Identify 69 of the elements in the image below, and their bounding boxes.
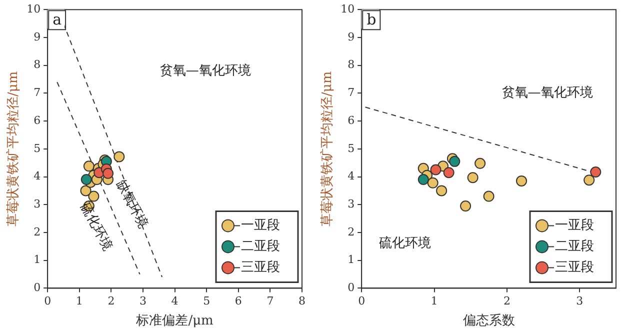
point bbox=[80, 185, 92, 196]
point bbox=[80, 174, 92, 186]
legend-label: 二亚段 bbox=[555, 239, 594, 254]
point bbox=[483, 190, 494, 202]
point bbox=[584, 174, 595, 186]
y-tick-label: 1 bbox=[348, 253, 355, 266]
y-tick-label: 4 bbox=[348, 170, 355, 183]
x-tick-label: 1 bbox=[76, 294, 83, 308]
annotation: 贫氧—氧化环境 bbox=[502, 84, 593, 101]
point bbox=[430, 164, 442, 176]
x-tick-label: 3 bbox=[576, 294, 584, 308]
legend-label: 一亚段 bbox=[555, 218, 594, 234]
y-tick-label: 7 bbox=[348, 86, 355, 100]
y-tick-label: 9 bbox=[348, 30, 355, 44]
x-tick-label: 8 bbox=[298, 294, 306, 308]
point bbox=[436, 185, 448, 196]
chart-title: a bbox=[52, 10, 62, 28]
legend-label: 一亚段 bbox=[241, 218, 280, 234]
y-axis-title: 草莓状黄铁矿平均粒径/μm bbox=[6, 71, 22, 226]
annotation: 贫氧—氧化环境 bbox=[160, 62, 251, 78]
x-tick-label: 6 bbox=[234, 294, 242, 308]
legend-label: 二亚段 bbox=[241, 239, 280, 254]
point bbox=[114, 151, 125, 162]
point bbox=[88, 190, 100, 202]
y-tick-label: 9 bbox=[34, 30, 41, 44]
x-tick-label: 5 bbox=[203, 294, 210, 308]
point bbox=[443, 167, 454, 178]
point bbox=[83, 160, 94, 172]
y-tick-label: 8 bbox=[348, 58, 355, 72]
point bbox=[102, 168, 114, 179]
x-tick-label: 2 bbox=[503, 294, 510, 308]
x-tick-label: 4 bbox=[171, 294, 178, 308]
x-tick-label: 3 bbox=[140, 294, 146, 308]
point bbox=[516, 175, 528, 186]
x-tick-label: 0 bbox=[44, 294, 52, 308]
y-tick-label: 2 bbox=[34, 225, 41, 238]
y-tick-label: 6 bbox=[34, 114, 41, 127]
x-tick-label: 0 bbox=[358, 294, 366, 308]
y-tick-label: 3 bbox=[348, 197, 355, 210]
point bbox=[590, 166, 602, 178]
x-axis-title: 标准偏差/μm bbox=[135, 314, 214, 329]
legend-label: 三亚段 bbox=[241, 260, 280, 276]
point bbox=[449, 156, 460, 167]
x-tick-label: 7 bbox=[266, 294, 274, 308]
x-axis-title: 偏态系数 bbox=[462, 314, 515, 329]
point bbox=[427, 177, 438, 188]
point bbox=[467, 172, 478, 184]
y-tick-label: 2 bbox=[348, 225, 355, 238]
x-tick-label: 2 bbox=[108, 294, 115, 308]
y-tick-label: 10 bbox=[26, 2, 41, 16]
y-tick-label: 10 bbox=[340, 2, 355, 16]
legend-label: 三亚段 bbox=[555, 260, 594, 276]
y-tick-label: 3 bbox=[34, 197, 41, 210]
y-tick-label: 6 bbox=[348, 114, 355, 127]
y-tick-label: 1 bbox=[34, 253, 41, 266]
y-tick-label: 7 bbox=[34, 86, 41, 100]
y-tick-label: 0 bbox=[348, 281, 355, 294]
annotation: 硫化环境 bbox=[378, 235, 431, 251]
y-tick-label: 5 bbox=[348, 142, 355, 155]
chart-title: b bbox=[366, 10, 376, 28]
point bbox=[418, 174, 429, 186]
y-tick-label: 0 bbox=[34, 281, 41, 294]
x-tick-label: 1 bbox=[430, 294, 438, 308]
y-tick-label: 8 bbox=[34, 58, 41, 72]
y-axis-title: 草莓状黄铁矿平均粒径/μm bbox=[320, 71, 336, 226]
point bbox=[474, 158, 486, 169]
y-tick-label: 5 bbox=[34, 142, 41, 155]
y-tick-label: 4 bbox=[34, 170, 41, 183]
point bbox=[460, 200, 472, 212]
